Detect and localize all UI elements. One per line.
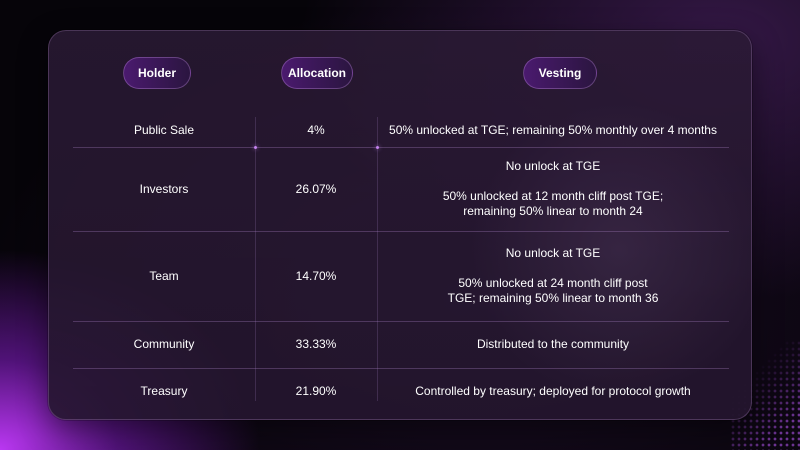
table-row-community-vesting: Distributed to the community: [377, 321, 729, 368]
table-row-treasury-holder: Treasury: [140, 383, 188, 398]
row-divider-2: [73, 231, 729, 232]
column-divider-2: [377, 117, 378, 401]
table-row-public-sale-allocation: 4%: [307, 122, 325, 137]
intersection-glow: [254, 146, 257, 149]
intersection-glow: [376, 146, 379, 149]
table-row-investors-vesting: No unlock at TGE 50% unlocked at 12 mont…: [377, 147, 729, 231]
column-divider-1: [255, 117, 256, 401]
vesting-text: Controlled by treasury; deployed for pro…: [415, 383, 691, 398]
table-row-team-vesting: No unlock at TGE 50% unlocked at 24 mont…: [377, 231, 729, 321]
header-holder: Holder: [123, 57, 191, 89]
table-row-public-sale-vesting: 50% unlocked at TGE; remaining 50% month…: [377, 113, 729, 147]
header-allocation: Allocation: [281, 57, 353, 89]
table-row-investors-holder: Investors: [139, 181, 189, 196]
table-row-community-holder: Community: [133, 337, 195, 351]
vesting-line: 50% unlocked at 12 month cliff post TGE;: [442, 189, 664, 203]
row-divider-1: [73, 147, 729, 148]
vesting-text: No unlock at TGE: [505, 246, 601, 260]
vesting-text: 50% unlocked at TGE; remaining 50% month…: [389, 122, 717, 137]
vesting-line: TGE; remaining 50% linear to month 36: [447, 291, 659, 305]
header-vesting: Vesting: [523, 57, 597, 89]
table-row-investors-allocation: 26.07%: [295, 181, 337, 196]
table-row-team-holder: Team: [149, 268, 179, 283]
token-allocation-table: Holder Allocation Vesting Public Sale 4%…: [48, 30, 752, 420]
vesting-text: 50% unlocked at 24 month cliff post TGE;…: [448, 276, 659, 306]
vesting-line: remaining 50% linear to month 24: [463, 204, 643, 218]
vesting-text: 50% unlocked at 12 month cliff post TGE;…: [443, 189, 663, 219]
table-row-team-allocation: 14.70%: [295, 268, 337, 283]
vesting-line: 50% unlocked at 24 month cliff post: [458, 276, 648, 290]
table-row-community-allocation: 33.33%: [295, 337, 337, 351]
row-divider-3: [73, 321, 729, 322]
table-row-treasury-vesting: Controlled by treasury; deployed for pro…: [377, 368, 729, 414]
vesting-text: No unlock at TGE: [505, 159, 601, 173]
table-row-treasury-allocation: 21.90%: [295, 383, 337, 398]
vesting-text: Distributed to the community: [476, 337, 630, 351]
row-divider-4: [73, 368, 729, 369]
table-row-public-sale-holder: Public Sale: [133, 122, 195, 137]
